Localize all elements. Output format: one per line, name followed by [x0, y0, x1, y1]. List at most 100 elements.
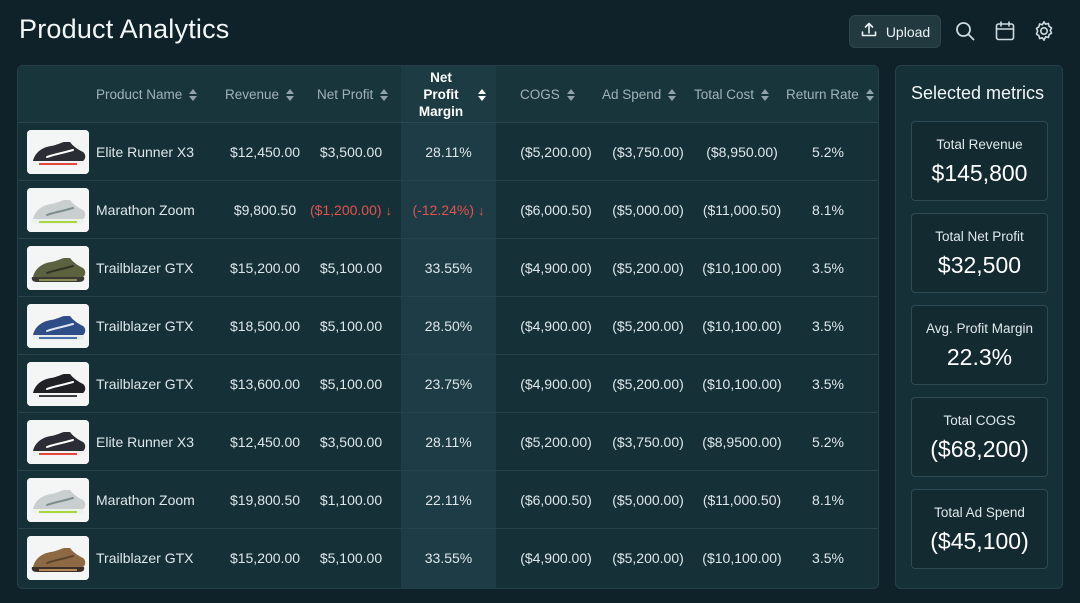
table-header: Product Name Revenue Net Profit Net Prof… — [18, 66, 878, 123]
metric-card-avg-profit-margin[interactable]: Avg. Profit Margin 22.3% — [911, 305, 1048, 385]
down-arrow-icon: ↓ — [385, 202, 393, 218]
net-profit-cell: $5,100.00 — [319, 260, 383, 276]
return-rate-cell: 3.5% — [812, 260, 844, 276]
return-rate-cell: 5.2% — [812, 144, 844, 160]
metric-card-total-cogs[interactable]: Total COGS ($68,200) — [911, 397, 1048, 477]
upload-button-label: Upload — [885, 23, 931, 40]
ad-spend-cell: ($3,750.00) — [612, 144, 684, 160]
upload-button[interactable]: Upload — [849, 15, 941, 48]
product-name: Marathon Zoom — [96, 202, 195, 218]
total-cost-cell: ($8,9500.00) — [702, 434, 782, 450]
product-thumbnail — [27, 188, 89, 232]
net-profit-cell: $3,500.00 — [319, 434, 383, 450]
column-header-total-cost[interactable]: Total Cost — [694, 66, 770, 123]
cogs-cell: ($4,900.00) — [520, 550, 592, 566]
return-rate-cell: 3.5% — [812, 376, 844, 392]
selected-metrics-panel: Selected metrics Total Revenue $145,800 To… — [895, 65, 1063, 589]
return-rate-cell: 5.2% — [812, 434, 844, 450]
product-thumbnail — [27, 536, 89, 580]
net-profit-margin-cell: 28.11% — [425, 144, 472, 160]
sort-icon — [865, 88, 874, 101]
product-thumbnail — [27, 362, 89, 406]
net-profit-margin-cell: 23.75% — [424, 376, 473, 392]
product-name: Elite Runner X3 — [96, 434, 195, 450]
total-cost-cell: ($11,000.50) — [702, 492, 782, 508]
ad-spend-cell: ($5,000.00) — [612, 492, 684, 508]
sort-icon — [478, 88, 486, 101]
page-title: Product Analytics — [19, 14, 230, 44]
metric-label: Total Ad Spend — [934, 505, 1025, 520]
ad-spend-cell: ($5,000.00) — [612, 202, 684, 218]
metric-label: Total Revenue — [936, 137, 1023, 152]
product-thumbnail — [27, 130, 89, 174]
return-rate-cell: 3.5% — [812, 550, 844, 566]
column-header-net-profit-margin[interactable]: Net Profit Margin — [401, 66, 496, 123]
ad-spend-cell: ($5,200.00) — [612, 260, 684, 276]
total-cost-cell: ($8,950.00) — [706, 144, 778, 160]
metric-value: 22.3% — [946, 344, 1013, 370]
table-row[interactable]: Elite Runner X3 $12,450.00 $3,500.00 28.11%… — [18, 413, 878, 471]
product-name: Trailblazer GTX — [96, 376, 194, 392]
cogs-cell: ($6,000.50) — [520, 202, 592, 218]
revenue-cell: $15,200.00 — [229, 260, 301, 276]
sort-icon — [566, 88, 575, 101]
ad-spend-cell: ($5,200.00) — [612, 376, 684, 392]
cogs-cell: ($4,900.00) — [520, 376, 592, 392]
net-profit-cell: $5,100.00 — [319, 318, 383, 334]
calendar-icon[interactable] — [994, 20, 1016, 42]
table-row[interactable]: Elite Runner X3 $12,450.00 $3,500.00 28.11%… — [18, 123, 878, 181]
revenue-cell: $9,800.50 — [233, 202, 297, 218]
metric-card-total-net-profit[interactable]: Total Net Profit $32,500 — [911, 213, 1048, 293]
metric-card-total-ad-spend[interactable]: Total Ad Spend ($45,100) — [911, 489, 1048, 569]
net-profit-margin-cell: (-12.24%) ↓ — [412, 202, 485, 218]
product-name: Trailblazer GTX — [96, 550, 194, 566]
product-thumbnail — [27, 304, 89, 348]
total-cost-cell: ($10,100.00) — [702, 318, 782, 334]
net-profit-margin-cell: 33.55% — [424, 260, 473, 276]
product-thumbnail — [27, 246, 89, 290]
revenue-cell: $13,600.00 — [229, 376, 301, 392]
column-header-cogs[interactable]: COGS — [520, 66, 575, 123]
metrics-title: Selected metrics — [911, 83, 1045, 103]
ad-spend-cell: ($5,200.00) — [612, 318, 684, 334]
column-header-net-profit[interactable]: Net Profit — [317, 66, 389, 123]
product-name: Trailblazer GTX — [96, 318, 194, 334]
sort-icon — [761, 88, 770, 101]
cogs-cell: ($4,900.00) — [520, 260, 592, 276]
table-row[interactable]: Trailblazer GTX $15,200.00 $5,100.00 33.55%… — [18, 239, 878, 297]
table-row[interactable]: Marathon Zoom $19,800.50 $1,100.00 22.11% ($… — [18, 471, 878, 529]
product-name: Marathon Zoom — [96, 492, 195, 508]
column-header-revenue[interactable]: Revenue — [225, 66, 295, 123]
cogs-cell: ($4,900.00) — [520, 318, 592, 334]
product-name: Trailblazer GTX — [96, 260, 194, 276]
upload-icon — [860, 21, 878, 42]
sort-icon — [380, 88, 389, 101]
table-row[interactable]: Marathon Zoom $9,800.50 ($1,200.00) ↓ (-12.2… — [18, 181, 878, 239]
total-cost-cell: ($11,000.50) — [702, 202, 782, 218]
net-profit-margin-cell: 33.55% — [424, 550, 473, 566]
table-row[interactable]: Trailblazer GTX $18,500.00 $5,100.00 28.50%… — [18, 297, 878, 355]
gear-icon[interactable] — [1033, 20, 1055, 42]
revenue-cell: $12,450.00 — [229, 144, 301, 160]
revenue-cell: $12,450.00 — [229, 434, 301, 450]
revenue-cell: $18,500.00 — [229, 318, 301, 334]
metric-value: $32,500 — [937, 252, 1022, 278]
revenue-cell: $19,800.50 — [229, 492, 301, 508]
product-thumbnail — [27, 420, 89, 464]
metric-label: Total Net Profit — [935, 229, 1024, 244]
column-header-product-name[interactable]: Product Name — [96, 66, 198, 123]
metric-value: $145,800 — [931, 160, 1028, 186]
product-thumbnail — [27, 478, 89, 522]
table-row[interactable]: Trailblazer GTX $13,600.00 $5,100.00 23.75%… — [18, 355, 878, 413]
revenue-cell: $15,200.00 — [229, 550, 301, 566]
total-cost-cell: ($10,100.00) — [702, 260, 782, 276]
return-rate-cell: 8.1% — [812, 202, 844, 218]
table-row[interactable]: Trailblazer GTX $15,200.00 $5,100.00 33.55%… — [18, 529, 878, 587]
column-header-ad-spend[interactable]: Ad Spend — [602, 66, 677, 123]
product-table: Product Name Revenue Net Profit Net Prof… — [17, 65, 879, 589]
search-icon[interactable] — [954, 20, 976, 42]
metric-value: ($45,100) — [930, 528, 1029, 554]
column-header-return-rate[interactable]: Return Rate — [786, 66, 874, 123]
metric-label: Total COGS — [943, 413, 1016, 428]
metric-card-total-revenue[interactable]: Total Revenue $145,800 — [911, 121, 1048, 201]
